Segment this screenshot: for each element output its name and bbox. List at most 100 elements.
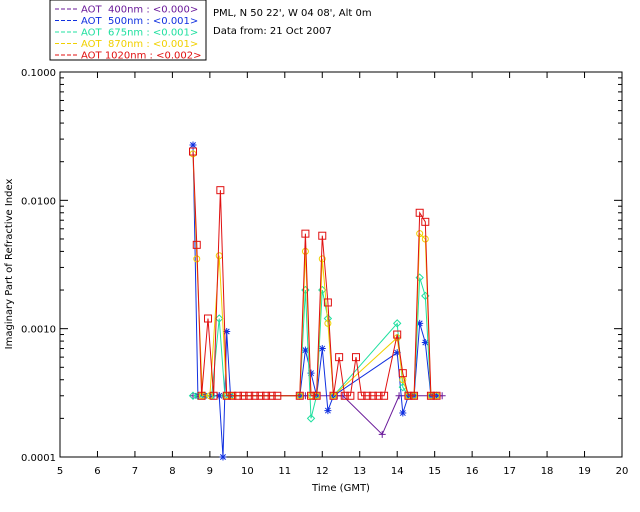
data-point bbox=[215, 392, 223, 400]
data-point bbox=[335, 353, 344, 362]
y-tick-label: 0.0001 bbox=[21, 453, 56, 464]
data-point bbox=[209, 391, 218, 400]
series-line bbox=[193, 277, 437, 419]
series-3 bbox=[189, 150, 441, 400]
data-point bbox=[318, 345, 326, 353]
data-point bbox=[415, 208, 424, 217]
data-point bbox=[203, 314, 212, 323]
data-point bbox=[301, 346, 309, 354]
y-axis-label: Imaginary Part of Refractive Index bbox=[4, 179, 15, 350]
x-tick-label: 7 bbox=[132, 466, 138, 477]
data-point bbox=[192, 240, 201, 249]
x-tick-label: 6 bbox=[94, 466, 100, 477]
data-point bbox=[393, 330, 402, 339]
data-point bbox=[250, 391, 259, 400]
x-tick-label: 16 bbox=[466, 466, 479, 477]
x-tick-label: 17 bbox=[503, 466, 516, 477]
data-point bbox=[357, 391, 366, 400]
data-point bbox=[368, 391, 377, 400]
data-point bbox=[301, 247, 309, 255]
data-point bbox=[307, 369, 315, 377]
data-point bbox=[374, 391, 383, 400]
legend-label: AOT 400nm : <0.000> bbox=[81, 5, 198, 16]
legend: AOT 400nm : <0.000>AOT 500nm : <0.001>AO… bbox=[49, 0, 207, 62]
data-point bbox=[404, 391, 413, 400]
data-point bbox=[399, 409, 407, 417]
x-tick-label: 10 bbox=[241, 466, 254, 477]
data-point bbox=[239, 391, 248, 400]
series-layer bbox=[188, 141, 446, 461]
data-point bbox=[262, 391, 271, 400]
y-tick-label: 0.0100 bbox=[21, 196, 56, 207]
data-point bbox=[233, 391, 242, 400]
data-point bbox=[256, 391, 265, 400]
data-point bbox=[306, 414, 316, 423]
data-point bbox=[219, 453, 227, 461]
data-point bbox=[393, 349, 401, 357]
x-axis-label: Time (GMT) bbox=[311, 483, 370, 494]
data-point bbox=[301, 229, 310, 238]
series-line bbox=[192, 144, 437, 458]
data-point bbox=[197, 391, 206, 400]
data-point bbox=[245, 391, 254, 400]
data-point bbox=[324, 319, 332, 327]
data-point bbox=[432, 391, 441, 400]
data-point bbox=[223, 328, 231, 336]
legend-label: AOT 870nm : <0.001> bbox=[81, 39, 198, 50]
y-axis: 0.0001 0.0010 0.0100 0.1000 bbox=[21, 68, 622, 464]
y-tick-label: 0.1000 bbox=[21, 68, 56, 79]
data-point bbox=[433, 392, 441, 400]
legend-label: AOT 500nm : <0.001> bbox=[81, 16, 198, 27]
data-point bbox=[222, 391, 231, 400]
plot-frame bbox=[59, 71, 623, 458]
data-point bbox=[378, 430, 386, 438]
x-tick-label: 14 bbox=[391, 466, 404, 477]
data-point bbox=[410, 391, 419, 400]
data-point bbox=[421, 339, 429, 347]
x-tick-label: 15 bbox=[428, 466, 441, 477]
x-tick-label: 5 bbox=[57, 466, 63, 477]
x-tick-label: 19 bbox=[578, 466, 591, 477]
series-1 bbox=[189, 141, 441, 461]
legend-label: AOT 1020nm : <0.002> bbox=[81, 51, 201, 62]
series-line bbox=[192, 151, 437, 397]
data-point bbox=[267, 391, 276, 400]
data-point bbox=[318, 231, 327, 240]
data-point bbox=[398, 369, 407, 378]
x-tick-label: 8 bbox=[169, 466, 175, 477]
data-point bbox=[312, 391, 321, 400]
x-tick-label: 12 bbox=[316, 466, 329, 477]
x-axis: 5 6 7 8 9 10 11 12 13 14 15 16 17 18 19 20 bbox=[57, 72, 629, 477]
series-line bbox=[192, 153, 437, 397]
data-point bbox=[416, 230, 424, 238]
data-point bbox=[216, 186, 225, 195]
x-tick-label: 11 bbox=[278, 466, 291, 477]
data-point bbox=[363, 391, 372, 400]
data-point bbox=[351, 353, 360, 362]
data-point bbox=[329, 391, 338, 400]
station-info: PML, N 50 22', W 04 08', Alt 0m bbox=[213, 8, 372, 19]
data-point bbox=[324, 407, 332, 415]
data-point bbox=[346, 391, 355, 400]
data-point bbox=[426, 391, 435, 400]
date-info: Data from: 21 Oct 2007 bbox=[213, 26, 332, 37]
data-point bbox=[340, 391, 349, 400]
data-point bbox=[307, 391, 316, 400]
data-point bbox=[228, 391, 237, 400]
data-point bbox=[416, 319, 424, 327]
series-4 bbox=[189, 147, 441, 400]
data-point bbox=[380, 391, 389, 400]
x-tick-label: 13 bbox=[353, 466, 366, 477]
x-tick-label: 9 bbox=[207, 466, 213, 477]
data-point bbox=[323, 298, 332, 307]
data-point bbox=[318, 255, 326, 263]
data-point bbox=[273, 391, 282, 400]
data-point bbox=[295, 391, 304, 400]
x-tick-label: 20 bbox=[616, 466, 629, 477]
x-tick-label: 18 bbox=[541, 466, 554, 477]
legend-label: AOT 675nm : <0.001> bbox=[81, 28, 198, 39]
data-point bbox=[189, 147, 198, 156]
data-point bbox=[215, 314, 224, 323]
data-point bbox=[421, 217, 430, 226]
